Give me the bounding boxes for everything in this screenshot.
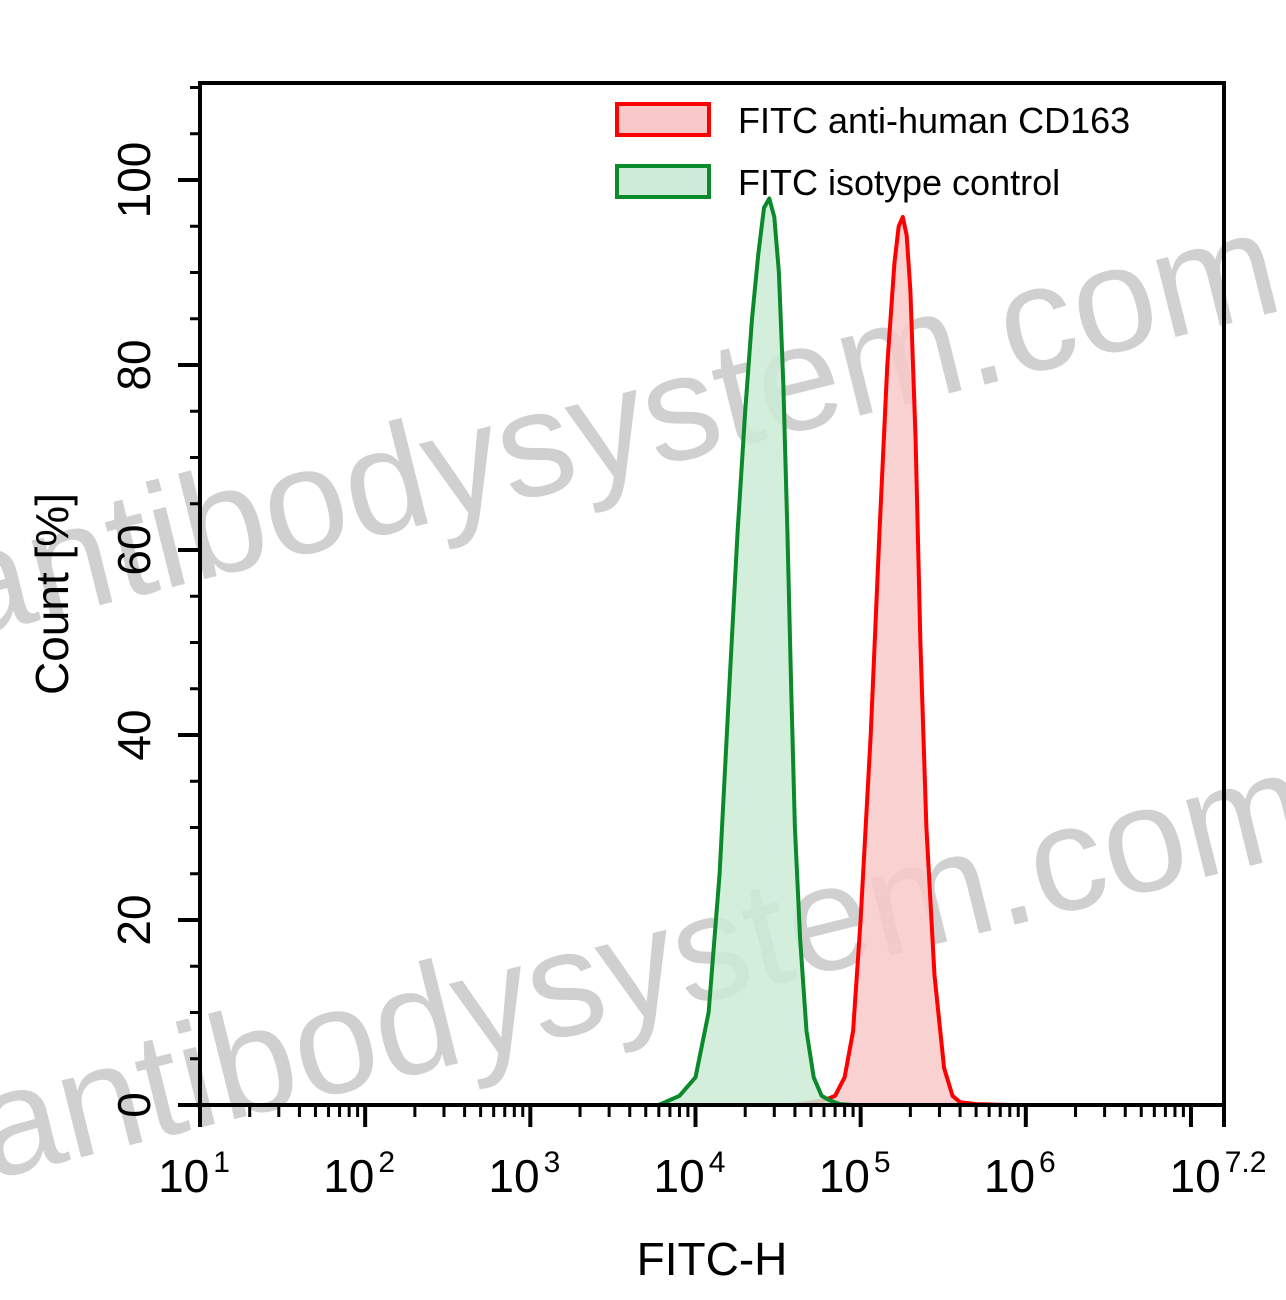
x-tick-exponent: 7.2 — [1225, 1146, 1267, 1179]
x-tick-base: 10 — [1170, 1150, 1221, 1202]
y-tick-label-40: 40 — [108, 709, 160, 760]
x-tick-label-5: 10 6 — [984, 1146, 1056, 1202]
series-line-1 — [657, 196, 854, 1107]
x-tick-base: 10 — [819, 1150, 870, 1202]
x-tick-exponent: 6 — [1039, 1146, 1056, 1179]
series-fill-0 — [794, 217, 1010, 1105]
x-tick-exponent: 1 — [213, 1146, 230, 1179]
legend: FITC anti-human CD163 FITC isotype contro… — [615, 100, 1130, 203]
x-tick-label-4: 10 5 — [819, 1146, 891, 1202]
legend-label-0: FITC anti-human CD163 — [738, 100, 1130, 141]
x-tick-base: 10 — [984, 1150, 1035, 1202]
series-line-0 — [794, 215, 1010, 1107]
x-tick-base: 10 — [488, 1150, 539, 1202]
plot-frame — [198, 81, 1226, 1107]
x-tick-base: 10 — [158, 1150, 209, 1202]
y-tick-label-60: 60 — [108, 524, 160, 575]
y-tick-label-20: 20 — [108, 894, 160, 945]
x-tick-label-0: 10 1 — [158, 1146, 230, 1202]
series-layer — [657, 196, 1010, 1107]
x-tick-exponent: 4 — [709, 1146, 726, 1179]
x-tick-label-2: 10 3 — [488, 1146, 560, 1202]
y-tick-label-80: 80 — [108, 339, 160, 390]
y-axis: 0 20 40 60 80 100 — [108, 86, 200, 1118]
series-fill-1 — [658, 198, 854, 1105]
x-axis-label: FITC-H — [637, 1233, 788, 1285]
x-tick-base: 10 — [323, 1150, 374, 1202]
x-tick-label-1: 10 2 — [323, 1146, 395, 1202]
x-tick-exponent: 2 — [378, 1146, 395, 1179]
legend-swatch-0 — [615, 102, 711, 137]
x-tick-exponent: 3 — [544, 1146, 561, 1179]
x-tick-exponent: 5 — [874, 1146, 891, 1179]
x-tick-label-6: 10 7.2 — [1170, 1146, 1267, 1202]
watermark-text-2: antibodysystem.com — [0, 717, 1286, 1211]
x-tick-base: 10 — [654, 1150, 705, 1202]
y-tick-label-100: 100 — [108, 142, 160, 219]
x-tick-label-3: 10 4 — [654, 1146, 726, 1202]
x-axis: 10 1 10 2 10 3 10 4 10 5 10 6 10 7.2 — [158, 1105, 1266, 1202]
watermark: antibodysystem.com antibodysystem.com — [0, 177, 1286, 1211]
legend-swatch-1 — [615, 164, 711, 199]
y-axis-label: Count [%] — [26, 493, 78, 695]
legend-label-1: FITC isotype control — [738, 162, 1060, 203]
y-tick-label-0: 0 — [108, 1092, 160, 1118]
